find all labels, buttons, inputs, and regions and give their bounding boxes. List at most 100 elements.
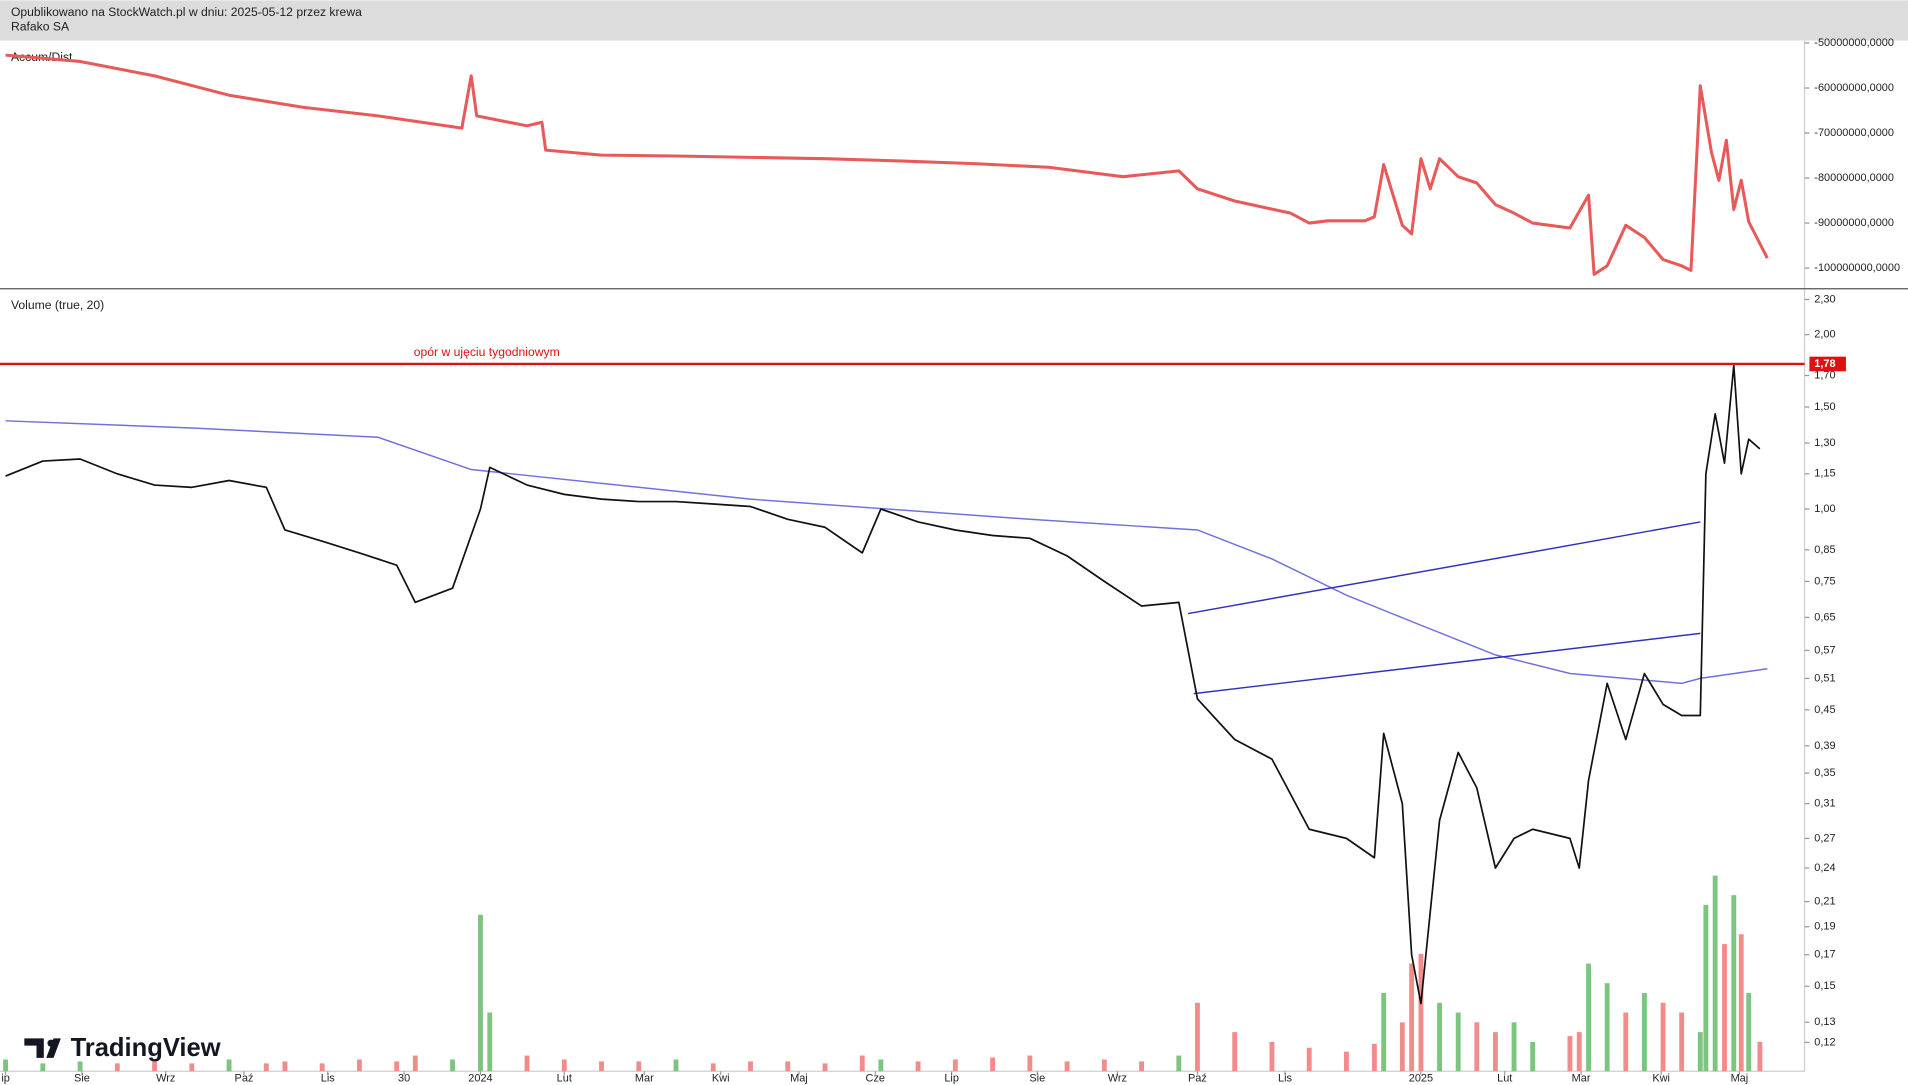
- x-tick-label: 2024: [468, 1072, 492, 1084]
- x-tick-label: Wrz: [1108, 1072, 1127, 1084]
- y-tick-label: 2,30: [1814, 293, 1835, 305]
- volume-bar: [1703, 904, 1709, 1072]
- overlay-line: [1188, 521, 1701, 615]
- volume-bar: [1195, 1002, 1200, 1072]
- volume-bar: [710, 1063, 716, 1072]
- volume-bar: [1731, 895, 1737, 1072]
- data-line: [5, 364, 1761, 1005]
- volume-bar: [1492, 1032, 1498, 1072]
- y-tick-label: -60000000,0000: [1814, 82, 1894, 94]
- y-tick-label: 1,00: [1814, 503, 1835, 515]
- volume-bar: [450, 1059, 455, 1072]
- y-tick-label: 0,57: [1814, 644, 1835, 656]
- y-tick-label: 1,30: [1814, 437, 1835, 449]
- volume-bar: [1139, 1061, 1145, 1072]
- y-tick-label: 0,39: [1814, 740, 1835, 752]
- volume-bar: [1679, 1012, 1685, 1072]
- pane-title: Volume (true, 20): [11, 298, 104, 312]
- volume-bar: [1455, 1012, 1461, 1072]
- x-tick-label: Wrz: [156, 1072, 175, 1084]
- y-tick-label: 0,85: [1814, 544, 1835, 556]
- volume-bar: [636, 1061, 642, 1072]
- volume-bar: [1712, 875, 1718, 1072]
- volume-bar: [1623, 1012, 1629, 1072]
- volume-bar: [990, 1057, 996, 1072]
- symbol-name: Rafako SA: [11, 19, 70, 33]
- y-tick-label: 1,15: [1814, 468, 1835, 480]
- volume-bar: [1381, 992, 1387, 1072]
- y-tick-label: -100000000,0000: [1814, 262, 1900, 274]
- volume-bar: [748, 1061, 753, 1072]
- volume-bar: [1757, 1041, 1763, 1072]
- volume-bar: [1418, 953, 1424, 1072]
- volume-bar: [673, 1059, 679, 1072]
- y-tick-label: 2,00: [1814, 329, 1835, 341]
- header-title: Opublikowano na StockWatch.pl w dniu: 20…: [11, 5, 362, 19]
- x-tick-label: Lis: [1278, 1072, 1293, 1084]
- volume-bar: [263, 1063, 269, 1072]
- y-tick-label: -80000000,0000: [1814, 172, 1894, 184]
- volume-bar: [1474, 1022, 1480, 1072]
- y-tick-label: 0,51: [1814, 672, 1835, 684]
- volume-bar: [1697, 1032, 1703, 1072]
- volume-bar: [822, 1063, 828, 1072]
- x-tick-label: Sie: [74, 1072, 90, 1084]
- volume-bar: [1604, 983, 1610, 1072]
- volume-bar: [487, 1012, 493, 1072]
- volume-bar: [1576, 1032, 1582, 1072]
- y-tick-label: 0,12: [1814, 1036, 1835, 1048]
- y-tick-label: 0,75: [1814, 575, 1835, 587]
- x-tick-label: Lut: [1497, 1072, 1512, 1084]
- y-tick-label: 1,50: [1814, 401, 1835, 413]
- x-tick-label: Paź: [235, 1072, 254, 1084]
- x-tick-label: Lut: [557, 1072, 572, 1084]
- x-tick-label: Kwi: [712, 1072, 730, 1084]
- volume-bar: [1530, 1041, 1536, 1072]
- volume-bar: [1176, 1055, 1182, 1072]
- logo: TradingView: [24, 1034, 221, 1062]
- volume-bar: [478, 914, 483, 1072]
- volume-bar: [1586, 963, 1591, 1072]
- y-tick-label: 0,17: [1814, 949, 1835, 961]
- volume-bar: [1399, 1022, 1405, 1072]
- y-tick-label: 0,65: [1814, 611, 1835, 623]
- volume-bar: [1511, 1022, 1517, 1072]
- volume-bar: [1660, 1002, 1666, 1072]
- volume-bar: [226, 1059, 232, 1072]
- volume-bar: [524, 1055, 530, 1072]
- volume-bar: [1101, 1059, 1107, 1072]
- y-tick-label: 0,13: [1814, 1016, 1835, 1028]
- x-tick-label: Cze: [866, 1072, 885, 1084]
- volume-bar: [1269, 1041, 1275, 1072]
- logo-icon: [47, 1039, 55, 1047]
- volume-bar: [319, 1063, 325, 1072]
- volume-bar: [1437, 1002, 1442, 1072]
- y-tick-label: 0,19: [1814, 921, 1835, 933]
- x-tick-label: Paź: [1188, 1072, 1207, 1084]
- y-tick-label: 0,21: [1814, 895, 1835, 907]
- volume-bar: [356, 1059, 362, 1072]
- volume-bar: [1567, 1036, 1573, 1072]
- x-tick-label: 30: [398, 1072, 410, 1084]
- volume-bar: [1746, 992, 1752, 1072]
- price-label: 1,78: [1814, 358, 1835, 370]
- y-tick-label: 0,35: [1814, 767, 1835, 779]
- volume-bar: [412, 1055, 418, 1072]
- volume-bar: [3, 1059, 9, 1072]
- data-line: [5, 53, 1769, 276]
- x-tick-label: Lis: [321, 1072, 336, 1084]
- overlay-line: [5, 420, 1768, 685]
- logo-text: TradingView: [71, 1034, 221, 1062]
- volume-bar: [785, 1061, 791, 1072]
- volume-bar: [1722, 944, 1727, 1072]
- logo-icon: [24, 1038, 61, 1058]
- x-tick-label: 2025: [1409, 1072, 1433, 1084]
- volume-bar: [599, 1061, 604, 1072]
- volume-bar: [1738, 934, 1744, 1072]
- volume-bar: [915, 1061, 921, 1072]
- volume-bar: [1344, 1051, 1349, 1072]
- volume-bar: [77, 1061, 83, 1072]
- y-tick-label: -70000000,0000: [1814, 127, 1894, 139]
- y-tick-label: 0,31: [1814, 798, 1835, 810]
